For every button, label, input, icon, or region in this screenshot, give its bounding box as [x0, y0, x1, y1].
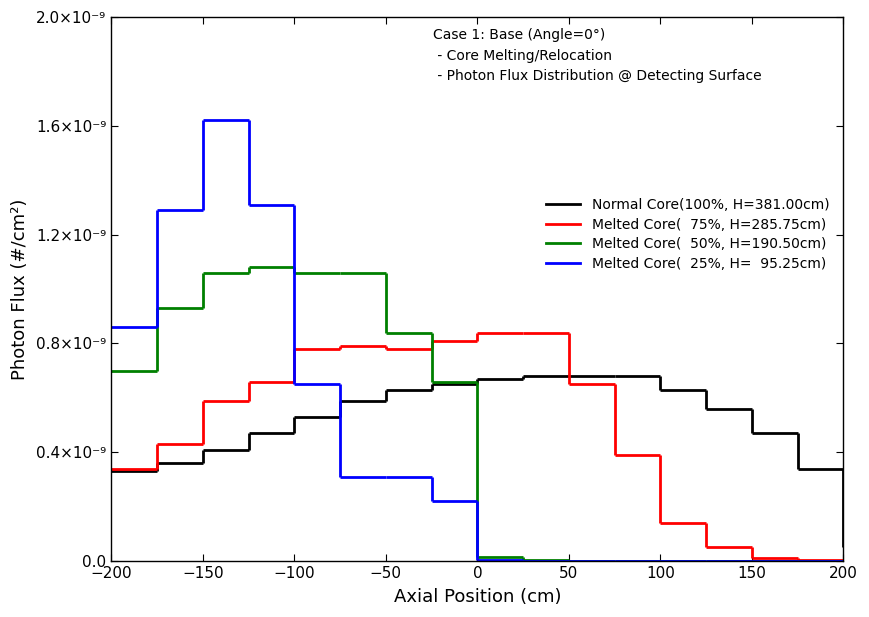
Y-axis label: Photon Flux (#/cm²): Photon Flux (#/cm²)	[11, 199, 29, 380]
Text: Case 1: Base (Angle=0°)
 - Core Melting/Relocation
 - Photon Flux Distribution @: Case 1: Base (Angle=0°) - Core Melting/R…	[434, 28, 762, 83]
Legend: Normal Core(100%, H=381.00cm), Melted Core(  75%, H=285.75cm), Melted Core(  50%: Normal Core(100%, H=381.00cm), Melted Co…	[546, 198, 829, 271]
X-axis label: Axial Position (cm): Axial Position (cm)	[394, 588, 561, 606]
